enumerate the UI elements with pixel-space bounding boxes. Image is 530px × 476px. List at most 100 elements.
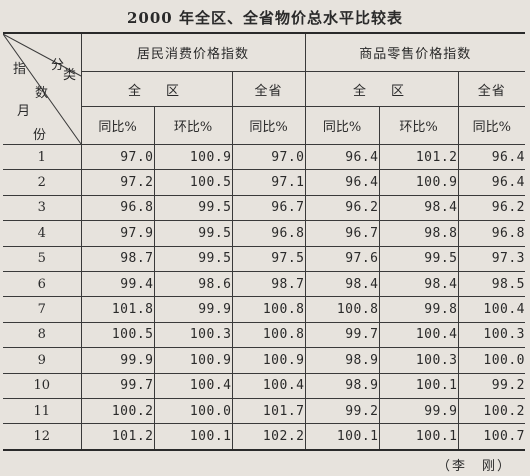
month-cell: 5 (3, 245, 82, 272)
value-cell-cpi-region-mom: 100.3 (153, 321, 233, 349)
value-cell-rpi-region-yoy: 99.2 (304, 397, 380, 425)
value-cell-rpi-region-yoy: 98.9 (304, 347, 380, 374)
value-cell-rpi-region-yoy: 99.7 (304, 321, 380, 349)
value-cell-cpi-region-mom: 99.5 (153, 220, 233, 247)
value-cell-cpi-region-yoy: 97.9 (80, 220, 155, 247)
rpi-province-header: 全省 (457, 70, 526, 108)
value-cell-cpi-prov-yoy: 100.4 (231, 372, 306, 399)
value-cell-rpi-region-yoy: 98.4 (304, 270, 380, 298)
value-cell-rpi-prov-yoy: 100.4 (457, 296, 526, 323)
value-cell-rpi-prov-yoy: 96.4 (457, 169, 526, 196)
corner-label-month-second: 份 (33, 128, 47, 143)
value-cell-cpi-prov-yoy: 96.7 (231, 194, 306, 222)
corner-label-index-first: 指 (13, 62, 27, 77)
month-cell: 11 (3, 397, 82, 425)
value-cell-cpi-region-mom: 100.1 (153, 423, 233, 451)
value-cell-rpi-region-mom: 100.1 (378, 423, 459, 451)
table-row: 5 98.7 99.5 97.5 97.6 99.5 97.3 (3, 245, 526, 272)
value-cell-cpi-region-mom: 99.5 (153, 194, 233, 222)
value-cell-rpi-region-mom: 100.3 (378, 347, 459, 374)
corner-label-category-second: 类 (63, 68, 77, 83)
month-cell: 7 (3, 296, 82, 323)
value-cell-rpi-region-yoy: 100.8 (304, 296, 380, 323)
month-cell: 8 (3, 321, 82, 349)
value-cell-cpi-region-mom: 99.9 (153, 296, 233, 323)
value-cell-cpi-region-yoy: 101.8 (80, 296, 155, 323)
table-row: 1 97.0 100.9 97.0 96.4 101.2 96.4 (3, 143, 526, 171)
month-cell: 2 (3, 169, 82, 196)
table-row: 7 101.8 99.9 100.8 100.8 99.8 100.4 (3, 296, 526, 323)
table-row: 3 96.8 99.5 96.7 96.2 98.4 96.2 (3, 194, 526, 222)
value-cell-cpi-prov-yoy: 102.2 (231, 423, 306, 451)
value-cell-cpi-region-mom: 100.5 (153, 169, 233, 196)
value-cell-rpi-prov-yoy: 96.8 (457, 220, 526, 247)
month-cell: 12 (3, 423, 82, 451)
cpi-region-yoy-header: 同比% (81, 106, 155, 145)
rpi-province-yoy-header: 同比% (457, 106, 526, 145)
corner-label-category-first: 分 (51, 58, 65, 73)
value-cell-cpi-prov-yoy: 100.8 (231, 296, 306, 323)
value-cell-rpi-region-mom: 99.9 (378, 397, 459, 425)
table-row: 10 99.7 100.4 100.4 98.9 100.1 99.2 (3, 372, 526, 399)
table-row: 4 97.9 99.5 96.8 96.7 98.8 96.8 (3, 220, 526, 247)
value-cell-rpi-prov-yoy: 96.2 (457, 194, 526, 222)
value-cell-cpi-region-mom: 100.9 (153, 143, 233, 171)
table-row: 6 99.4 98.6 98.7 98.4 98.4 98.5 (3, 270, 526, 298)
rpi-group-header: 商品零售价格指数 (304, 31, 526, 72)
rpi-region-mom-header: 环比% (378, 106, 459, 145)
table-row: 8 100.5 100.3 100.8 99.7 100.4 100.3 (3, 321, 526, 349)
value-cell-cpi-region-mom: 100.9 (153, 347, 233, 374)
value-cell-rpi-prov-yoy: 100.0 (457, 347, 526, 374)
price-index-table: 分 类 指 数 月 份 居民消费价格指数 商品零售价格指数 全 区 全省 全 区… (3, 31, 526, 451)
value-cell-cpi-region-yoy: 99.7 (80, 372, 155, 399)
value-cell-cpi-region-mom: 98.6 (153, 270, 233, 298)
table-row: 9 99.9 100.9 100.9 98.9 100.3 100.0 (3, 347, 526, 374)
value-cell-rpi-region-yoy: 98.9 (304, 372, 380, 399)
value-cell-rpi-region-mom: 98.4 (378, 270, 459, 298)
table-row: 12 101.2 100.1 102.2 100.1 100.1 100.7 (3, 423, 526, 451)
month-cell: 9 (3, 347, 82, 374)
value-cell-cpi-region-yoy: 96.8 (80, 194, 155, 222)
author-signature: （李 刚） (436, 459, 512, 474)
value-cell-rpi-region-mom: 99.8 (378, 296, 459, 323)
value-cell-rpi-region-mom: 99.5 (378, 245, 459, 272)
value-cell-rpi-prov-yoy: 100.7 (457, 423, 526, 451)
value-cell-cpi-region-mom: 100.4 (153, 372, 233, 399)
value-cell-cpi-region-yoy: 101.2 (80, 423, 155, 451)
table-title: 2000 年全区、全省物价总水平比较表 (127, 9, 403, 27)
table-row: 11 100.2 100.0 101.7 99.2 99.9 100.2 (3, 397, 526, 425)
corner-label-month-first: 月 (17, 104, 31, 119)
value-cell-rpi-region-yoy: 96.4 (304, 169, 380, 196)
month-cell: 6 (3, 270, 82, 298)
month-cell: 4 (3, 220, 82, 247)
value-cell-rpi-region-yoy: 96.2 (304, 194, 380, 222)
cpi-group-header: 居民消费价格指数 (80, 31, 306, 72)
value-cell-rpi-prov-yoy: 100.2 (457, 397, 526, 425)
value-cell-rpi-prov-yoy: 100.3 (457, 321, 526, 349)
value-cell-cpi-region-mom: 99.5 (153, 245, 233, 272)
table-row: 2 97.2 100.5 97.1 96.4 100.9 96.4 (3, 169, 526, 196)
rpi-region-header: 全 区 (304, 70, 459, 108)
value-cell-rpi-region-yoy: 96.7 (304, 220, 380, 247)
cpi-region-mom-header: 环比% (153, 106, 233, 145)
corner-label-index-second: 数 (35, 86, 49, 101)
corner-header-cell: 分 类 指 数 月 份 (3, 32, 82, 145)
value-cell-rpi-region-mom: 98.4 (378, 194, 459, 222)
value-cell-rpi-region-yoy: 96.4 (304, 143, 380, 171)
rpi-region-yoy-header: 同比% (304, 106, 380, 145)
value-cell-cpi-region-yoy: 97.2 (80, 169, 155, 196)
month-cell: 1 (3, 143, 82, 171)
value-cell-rpi-prov-yoy: 97.3 (457, 245, 526, 272)
month-cell: 10 (3, 372, 82, 399)
value-cell-cpi-prov-yoy: 98.7 (231, 270, 306, 298)
value-cell-cpi-prov-yoy: 97.5 (231, 245, 306, 272)
value-cell-cpi-prov-yoy: 97.0 (231, 143, 306, 171)
value-cell-cpi-prov-yoy: 100.9 (231, 347, 306, 374)
value-cell-cpi-region-yoy: 97.0 (80, 143, 155, 171)
value-cell-rpi-prov-yoy: 98.5 (457, 270, 526, 298)
cpi-province-yoy-header: 同比% (231, 106, 306, 145)
cpi-region-header: 全 区 (81, 70, 233, 108)
value-cell-rpi-region-mom: 100.1 (378, 372, 459, 399)
value-cell-cpi-region-yoy: 100.5 (80, 321, 155, 349)
value-cell-rpi-prov-yoy: 99.2 (457, 372, 526, 399)
